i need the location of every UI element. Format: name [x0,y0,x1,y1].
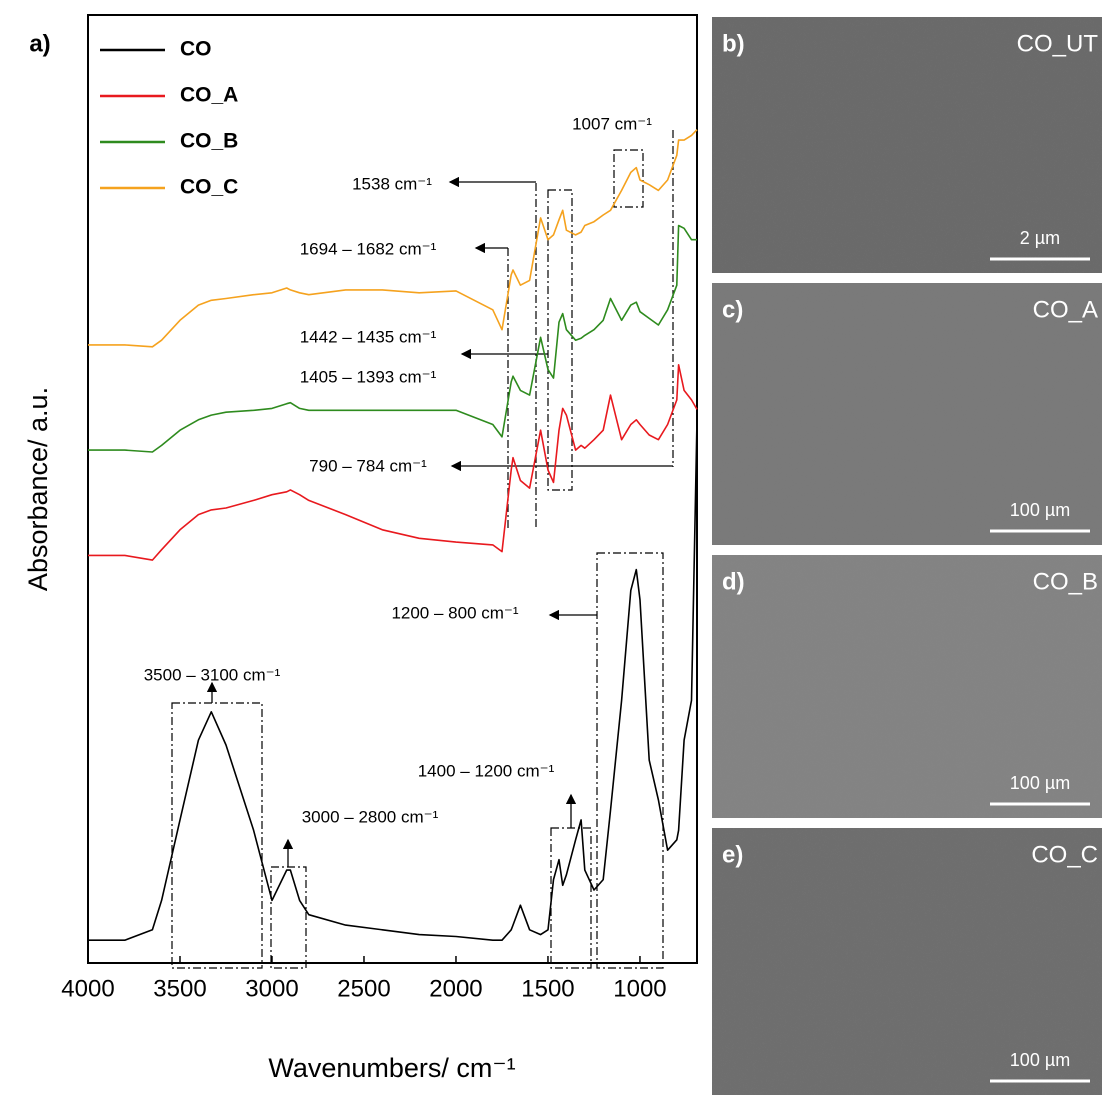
image-sample: CO_UT [1017,30,1099,57]
x-tick-label: 1500 [521,975,574,1002]
series-line [88,224,697,453]
scale-label: 100 µm [1010,500,1070,520]
x-tick-label: 2000 [429,975,482,1002]
image-sample: CO_B [1033,568,1098,595]
x-tick-label: 4000 [61,975,114,1002]
sem-image [712,283,1102,545]
legend-label: CO [180,38,212,61]
annotation: 1400 – 1200 cm⁻¹ [418,761,555,780]
legend-label: CO_C [180,176,238,199]
image-label: c) [722,296,743,323]
annotation: 1694 – 1682 cm⁻¹ [300,239,437,258]
plot-frame [87,14,698,964]
x-tick-label: 3000 [245,975,298,1002]
annotation: 1007 cm⁻¹ [572,114,652,133]
series-line [88,364,698,561]
scale-label: 100 µm [1010,1050,1070,1070]
annotation: 790 – 784 cm⁻¹ [309,456,427,475]
scale-label: 2 µm [1020,228,1060,248]
image-label: e) [722,841,743,868]
sem-image [712,17,1102,273]
image-label: d) [722,568,745,595]
sem-image [712,828,1102,1095]
annotation: 1405 – 1393 cm⁻¹ [300,367,437,386]
panel-label: a) [29,30,50,57]
series-line [88,129,698,348]
series-line [88,419,698,941]
annotation: 1200 – 800 cm⁻¹ [391,603,518,622]
annotation: 1538 cm⁻¹ [352,174,432,193]
annotation-boxes [171,130,674,969]
annotation: 3000 – 2800 cm⁻¹ [302,807,439,826]
legend-label: CO_A [180,84,238,107]
x-axis-label: Wavenumbers/ cm⁻¹ [268,1053,515,1083]
sem-image [712,555,1102,818]
image-label: b) [722,30,745,57]
x-tick-label: 1000 [613,975,666,1002]
annotation: 3500 – 3100 cm⁻¹ [144,665,281,684]
annotation: 1442 – 1435 cm⁻¹ [300,327,437,346]
x-tick-label: 3500 [153,975,206,1002]
legend-label: CO_B [180,130,238,153]
image-sample: CO_A [1033,296,1098,323]
y-axis-label: Absorbance/ a.u. [23,387,53,591]
x-tick-label: 2500 [337,975,390,1002]
scale-label: 100 µm [1010,773,1070,793]
image-sample: CO_C [1031,841,1098,868]
